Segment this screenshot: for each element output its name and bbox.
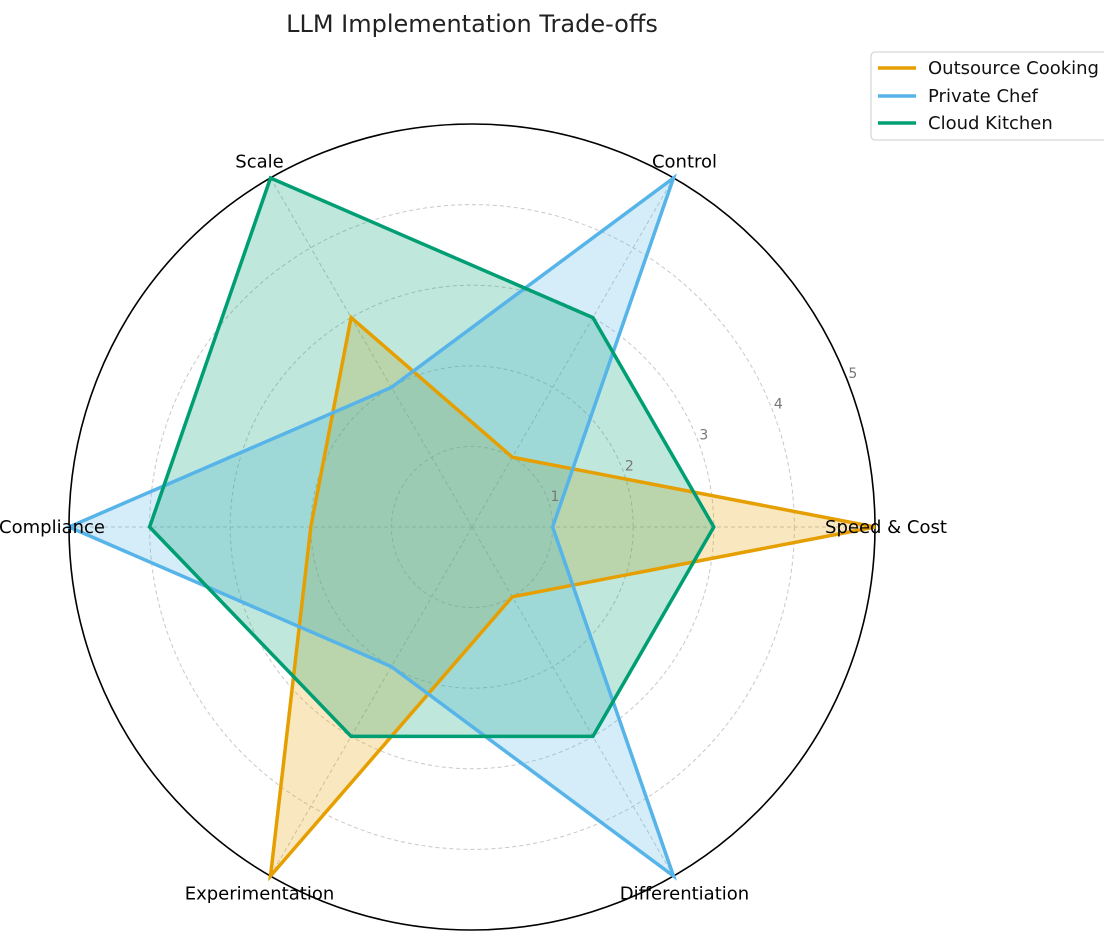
series-fill-private-chef xyxy=(69,178,674,876)
r-tick-label-5: 5 xyxy=(848,366,857,382)
r-tick-label-4: 4 xyxy=(774,397,783,413)
legend: Outsource Cooking Private Chef Cloud Kit… xyxy=(870,51,1104,141)
legend-label-cloud-kitchen: Cloud Kitchen xyxy=(928,113,1053,134)
r-tick-label-2: 2 xyxy=(625,458,634,474)
r-tick-label-3: 3 xyxy=(699,427,708,443)
r-tick-label-1: 1 xyxy=(550,489,559,505)
axis-label-compliance: Compliance xyxy=(0,517,105,538)
legend-label-private-chef: Private Chef xyxy=(928,86,1039,107)
axis-label-experimentation: Experimentation xyxy=(185,883,335,904)
axis-label-speed-cost: Speed & Cost xyxy=(825,517,947,538)
series-fill-outsource-cooking xyxy=(270,317,875,877)
series-fill-cloud-kitchen xyxy=(149,178,714,737)
radar-series xyxy=(64,173,876,882)
chart-title: LLM Implementation Trade-offs xyxy=(286,10,658,38)
axis-label-scale: Scale xyxy=(235,152,283,173)
axis-label-differentiation: Differentiation xyxy=(620,883,749,904)
legend-label-outsource-cooking: Outsource Cooking xyxy=(928,58,1099,79)
radar-labels: 1 2 3 4 5 Speed & Cost Control Scale Compliance E… xyxy=(0,152,947,905)
legend-box xyxy=(870,51,1104,141)
axis-label-control: Control xyxy=(652,152,717,173)
